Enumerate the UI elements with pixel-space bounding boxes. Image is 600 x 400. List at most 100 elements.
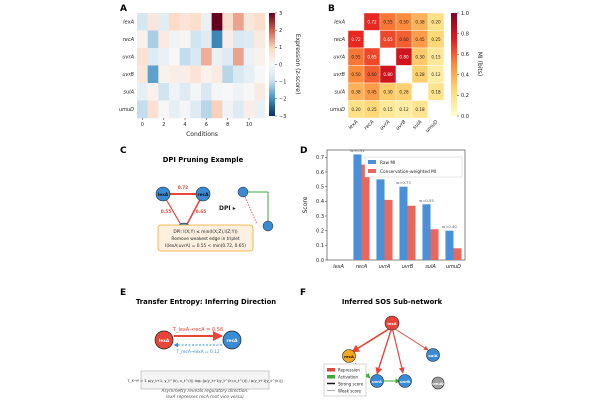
heatmap-b-cell-label: 0.45: [415, 37, 425, 42]
heatmap-b-col-label: umuD: [425, 119, 440, 134]
heatmap-b-col-label: uvrB: [395, 119, 408, 132]
panel-b-heatmap: 0.72 0.55 0.50 0.38 0.20 0.72 0.65 0.60 0.45 0.25…: [347, 12, 445, 119]
te-node-recA-label: recA: [227, 338, 239, 344]
d-x-tick-label: uvrB: [402, 264, 414, 270]
heatmap-a-cell: [190, 13, 202, 31]
d-bar-cons: [361, 164, 370, 260]
heatmap-a-cell: [254, 30, 266, 49]
heatmap-a-cell: [179, 65, 191, 84]
panel-c-title: DPI Pruning Example: [163, 156, 244, 164]
colorbar-b-tick-label: 0.2: [461, 93, 469, 99]
d-annotation: w=0.91: [350, 148, 365, 153]
panel-e-title: Transfer Entropy: Inferring Direction: [136, 298, 276, 306]
dpi-box-line1: DPI: I(X;Y) ≤ min(I(X;Z),I(Z;Y)): [173, 229, 238, 235]
heatmap-a-cell: [222, 48, 234, 66]
heatmap-a-cell: [233, 48, 244, 66]
heatmap-a-cell: [211, 83, 223, 101]
heatmap-a-cell: [158, 100, 170, 119]
dpi-box-line3: I(lexA;uvrA) = 0.55 < min(0.72, 0.65): [165, 243, 246, 249]
heatmap-a-cell: [169, 48, 180, 66]
heatmap-a-cell: [254, 83, 266, 101]
d-bar-raw: [445, 230, 454, 260]
heatmap-a-cell: [201, 48, 212, 66]
heatmap-a-cell: [222, 65, 234, 84]
heatmap-a-cell: [147, 65, 159, 84]
heatmap-a-x-tick-label: 4: [183, 122, 186, 128]
sos-network: lexA recA uvrA uvrB sulA umuD: [342, 315, 445, 390]
heatmap-a-cell: [137, 65, 148, 84]
heatmap-b-cell-label: 0.50: [351, 72, 361, 77]
heatmap-a-cell: [179, 48, 191, 66]
dpi-box-line2: Remove weakest edge in triplet: [171, 236, 239, 242]
legend-box: [364, 156, 463, 178]
d-y-tick-label: 0.2: [316, 228, 324, 234]
heatmap-b-cell-label: 0.65: [367, 54, 377, 59]
net-node-uvrB-label: uvrB: [400, 379, 410, 384]
heatmap-b-col-label: recA: [363, 119, 376, 132]
net-node-uvrB: [398, 374, 412, 388]
d-bar-cons: [407, 205, 416, 260]
heatmap-a-cell: [137, 100, 148, 119]
d-annotation: w=0.55: [419, 198, 434, 203]
d-annotation: w=0.40: [442, 224, 457, 229]
heatmap-b-row-label: uvrB: [333, 72, 345, 78]
d-x-tick-label: lexA: [333, 264, 344, 270]
net-node-uvrA-label: uvrA: [372, 379, 382, 384]
heatmap-a-cell: [233, 83, 244, 101]
heatmap-b-cell-label: 0.28: [399, 89, 409, 94]
heatmap-b-cell-label: 0.65: [383, 37, 393, 42]
heatmap-b-cell-label: 0.18: [415, 107, 425, 112]
panel-a-colorbar-label: Expression (z-score): [294, 34, 301, 95]
net-node-lexA: [384, 315, 400, 331]
colorbar-a-tick-label: −3: [279, 114, 286, 120]
colorbar-b-tick-label: 1.0: [461, 11, 469, 17]
heatmap-a-cell: [243, 83, 255, 101]
net-node-uvrA: [370, 374, 384, 388]
heatmap-b-col-label: uvrA: [379, 119, 392, 132]
d-annotation: w=0.73: [396, 180, 411, 185]
node-recA-label: recA: [198, 192, 210, 198]
panel-a-colorbar-ticks: 3 2 1 0 −1 −2 −3: [275, 11, 286, 120]
heatmap-a-cell: [233, 65, 244, 84]
heatmap-a-x-tick-label: 0: [141, 122, 144, 128]
panel-c-letter: C: [120, 146, 127, 156]
heatmap-b-cell-label: 0.25: [431, 37, 441, 42]
heatmap-a-cell: [211, 30, 223, 49]
net-legend: Repression Activation Strong score Weak …: [323, 363, 367, 397]
heatmap-b-cell-label: 0.28: [415, 72, 425, 77]
d-y-tick-label: 0.3: [316, 214, 324, 220]
heatmap-a-cell: [222, 83, 234, 101]
heatmap-a-cell: [169, 65, 180, 84]
te-note-2: lexA represses recA (not vice versa): [166, 394, 244, 400]
heatmap-b-col-label: sulA: [412, 119, 424, 131]
heatmap-b-cell-label: 0.15: [383, 107, 393, 112]
panel-a-row-labels: lexA recA uvrA uvrB sulA umuD: [119, 19, 135, 112]
heatmap-b-cell: [427, 100, 445, 119]
panel-a-x-ticks: 0 2 4 6 8 10: [141, 118, 252, 128]
d-y-tick-label: 0.1: [316, 243, 324, 249]
panel-d-y-ticks: 0.0 0.1 0.2 0.3 0.4 0.5 0.6 0.7: [316, 155, 327, 264]
heatmap-a-cell: [147, 13, 159, 31]
heatmap-b-row-label: uvrA: [333, 54, 345, 60]
edge-label-recA-uvrA: 0.65: [196, 209, 207, 215]
heatmap-a-cell: [233, 30, 244, 49]
d-bar-raw: [376, 179, 385, 260]
heatmap-a-cell: [158, 83, 170, 101]
d-y-tick-label: 0.4: [316, 199, 324, 205]
heatmap-a-cell: [190, 30, 202, 49]
heatmap-a-cell: [190, 83, 202, 101]
net-legend-strong: Strong score: [338, 382, 364, 387]
heatmap-b-row-label: sulA: [334, 89, 345, 95]
heatmap-a-cell: [243, 65, 255, 84]
heatmap-b-cell-label: 0.25: [367, 107, 377, 112]
heatmap-b-cell-label: 0.38: [351, 89, 361, 94]
panel-d-axes: [326, 149, 466, 261]
heatmap-a-cell: [211, 100, 223, 119]
heatmap-a-x-tick-label: 8: [226, 122, 229, 128]
panel-d-legend: Raw MI Conservation-weighted MI: [364, 156, 463, 178]
d-bar-raw: [422, 204, 431, 260]
d-y-tick-label: 0.7: [316, 155, 324, 161]
heatmap-a-row-label: lexA: [123, 19, 134, 25]
legend-cons: Conservation-weighted MI: [380, 169, 436, 175]
